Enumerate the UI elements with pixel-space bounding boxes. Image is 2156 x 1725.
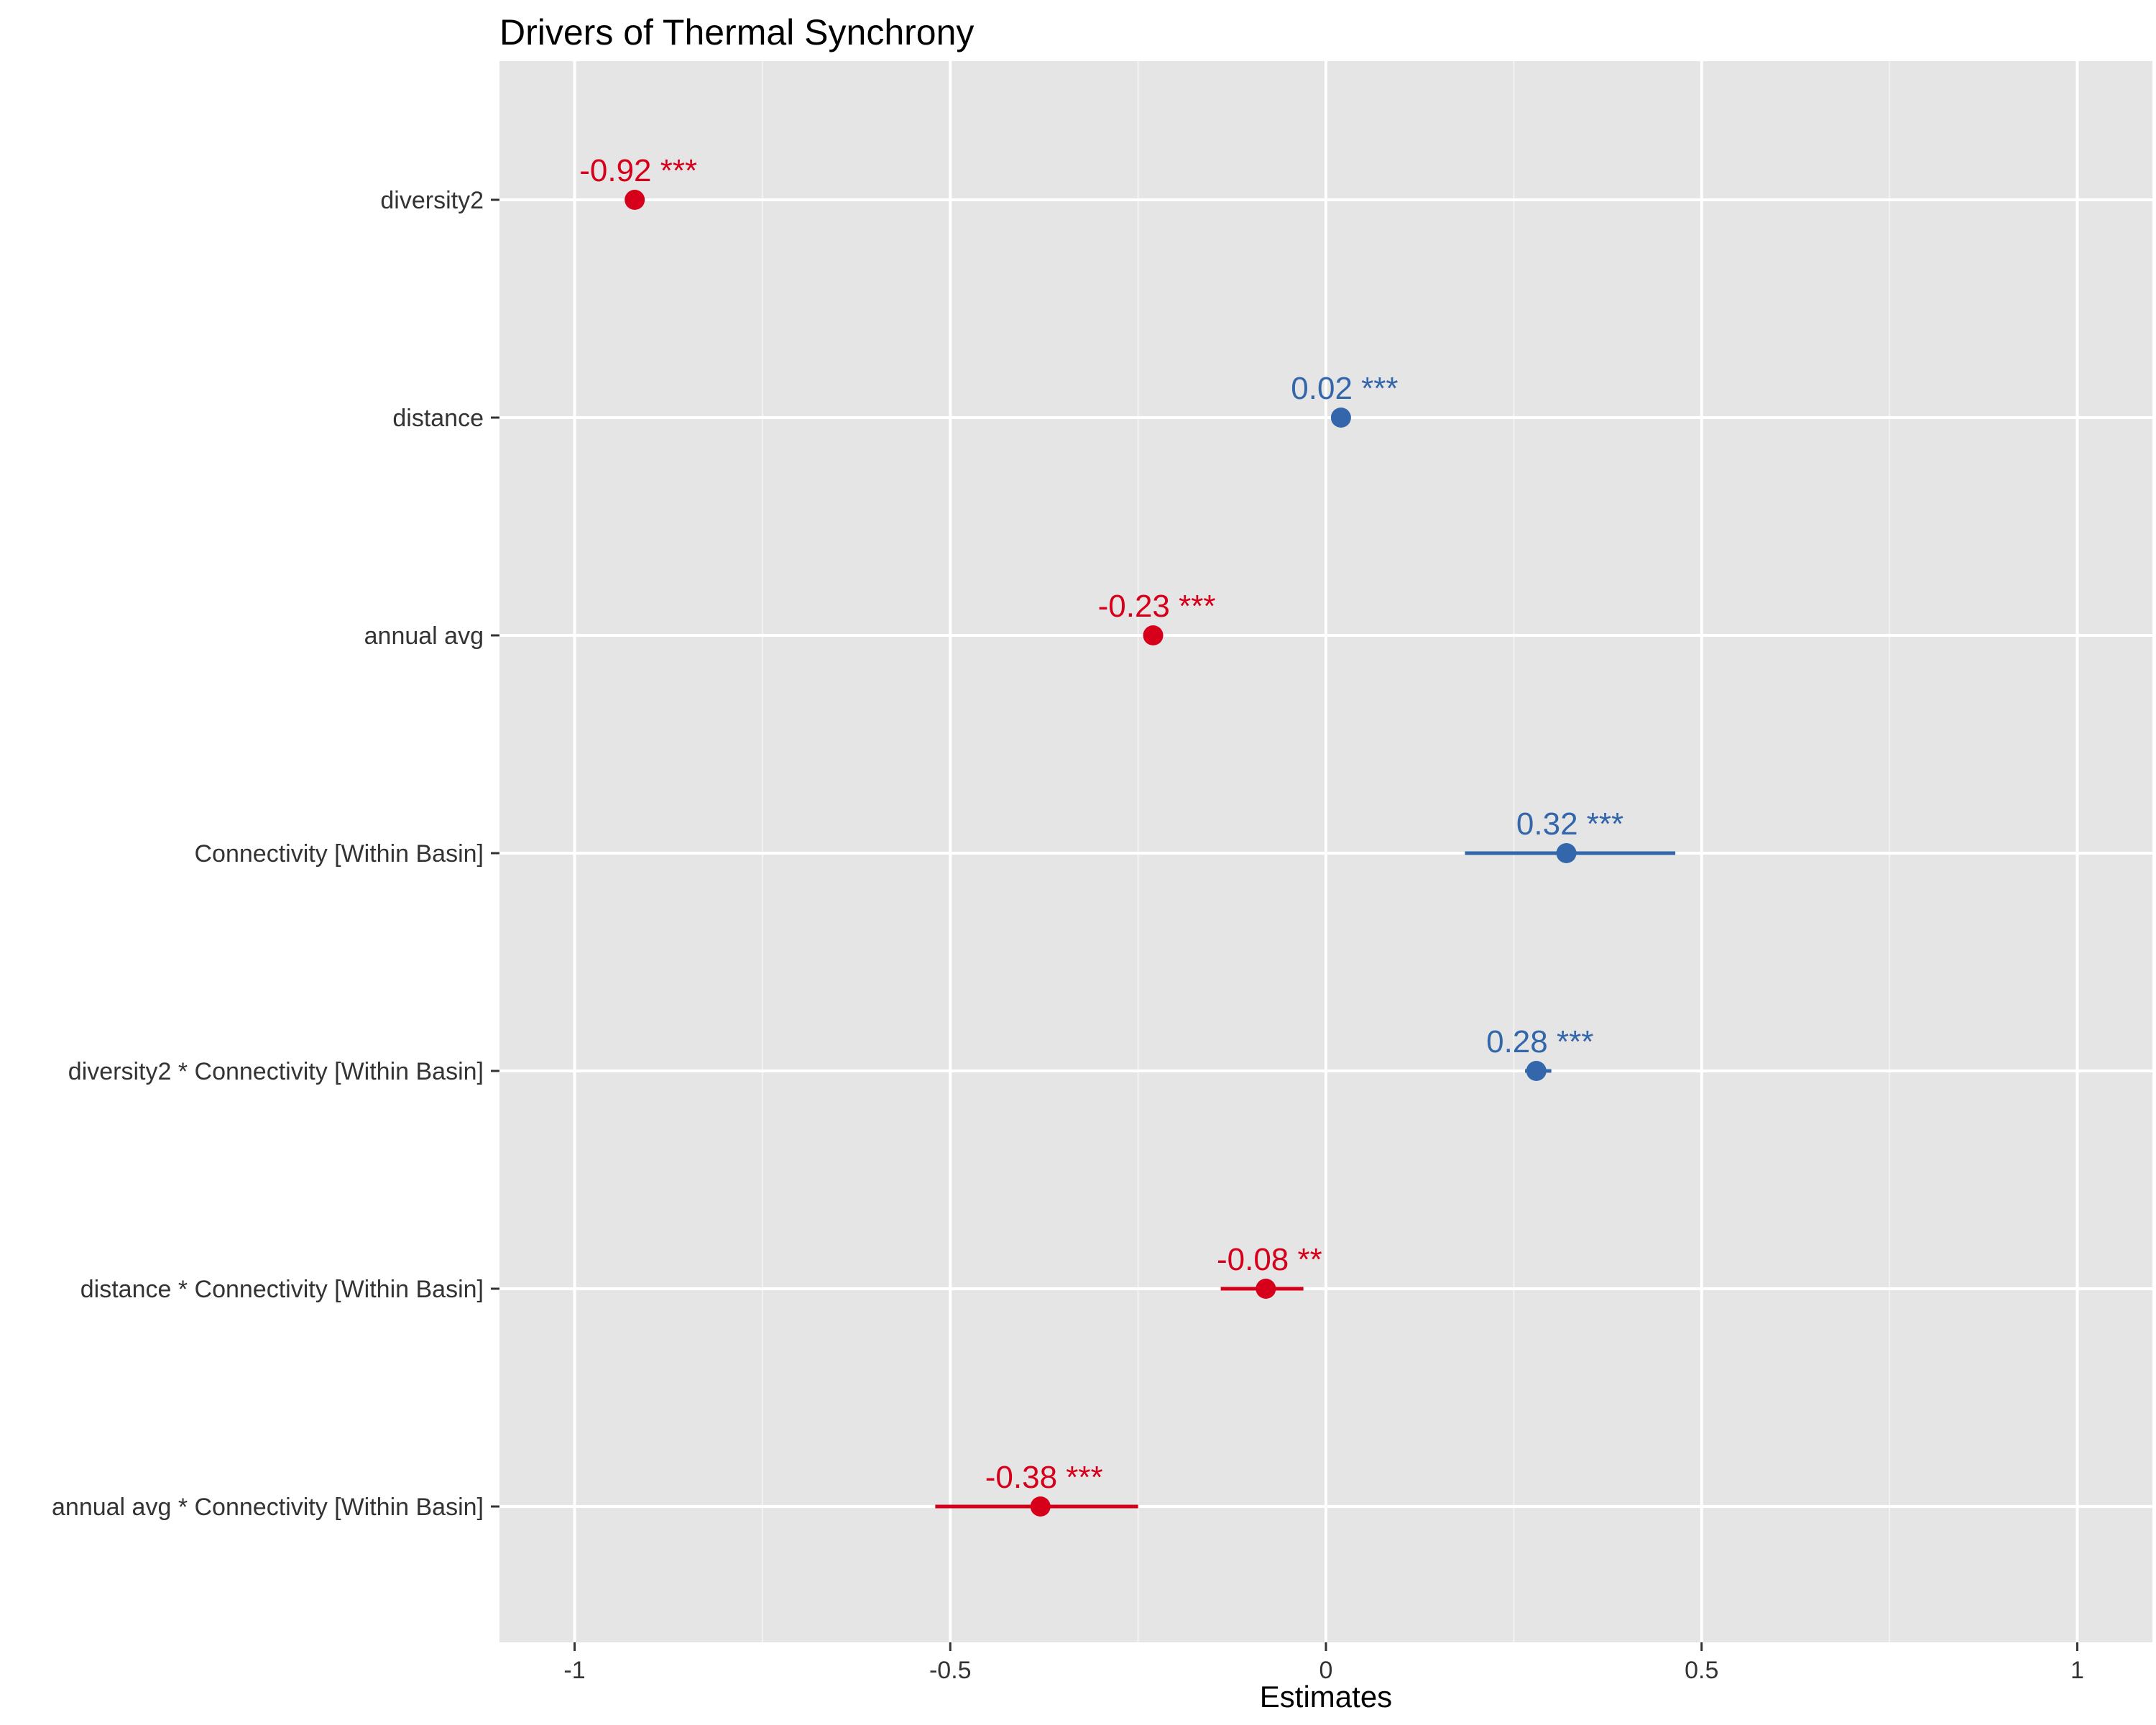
estimate-point [1030, 1496, 1051, 1517]
estimate-label: -0.92 *** [579, 153, 697, 188]
chart-title: Drivers of Thermal Synchrony [499, 12, 974, 52]
estimate-point [1256, 1279, 1276, 1299]
x-tick-label: 1 [2070, 1657, 2084, 1684]
estimate-label: 0.32 *** [1516, 806, 1623, 842]
estimate-point [1330, 408, 1351, 428]
y-tick-label: Connectivity [Within Basin] [195, 840, 484, 868]
estimate-point [1556, 843, 1577, 863]
y-tick-label: distance * Connectivity [Within Basin] [80, 1276, 484, 1303]
estimate-point [1143, 625, 1164, 645]
y-tick-label: annual avg * Connectivity [Within Basin] [52, 1494, 484, 1521]
y-tick-label: distance [392, 405, 484, 432]
estimate-label: -0.38 *** [985, 1460, 1103, 1495]
grid-major [499, 61, 2152, 1642]
x-tick-label: -0.5 [929, 1657, 972, 1684]
estimate-label: 0.28 *** [1486, 1024, 1593, 1059]
estimate-label: -0.08 ** [1217, 1242, 1322, 1277]
y-tick-label: annual avg [364, 622, 484, 650]
estimate-point [1526, 1061, 1547, 1081]
estimate-label: -0.23 *** [1098, 589, 1216, 624]
estimate-label: 0.02 *** [1291, 371, 1398, 406]
y-axis: diversity2 distance annual avg Connectivity… [52, 187, 499, 1521]
x-axis: -1 -0.5 0 0.5 1 [563, 1642, 2084, 1684]
estimate-point [625, 190, 645, 210]
x-tick-label: 0.5 [1685, 1657, 1718, 1684]
x-tick-label: 0 [1319, 1657, 1333, 1684]
y-tick-label: diversity2 [380, 187, 484, 214]
x-axis-title: Estimates [1260, 1680, 1392, 1714]
y-tick-label: diversity2 * Connectivity [Within Basin] [68, 1058, 484, 1085]
estimate-marks: -0.92 *** 0.02 *** -0.23 *** 0.32 *** 0.28 *… [579, 153, 1676, 1517]
x-tick-label: -1 [563, 1657, 585, 1684]
